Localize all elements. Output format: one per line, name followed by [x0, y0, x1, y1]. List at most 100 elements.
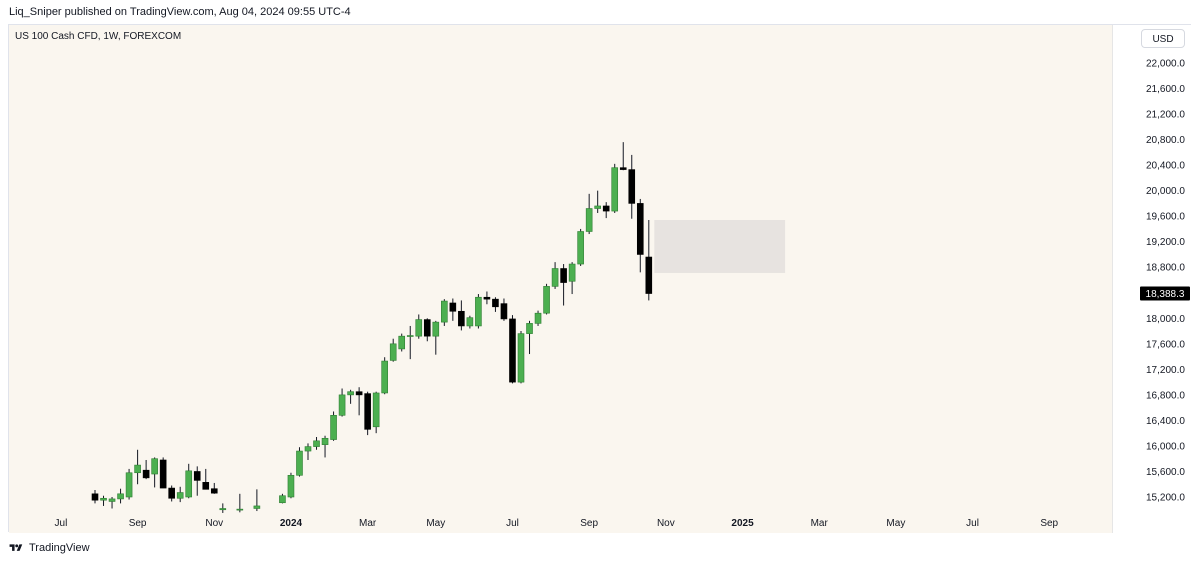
published-by-line: Liq_Sniper published on TradingView.com,… [9, 6, 351, 18]
candlestick-chart: 15,200.0 15,600.0 16,000.0 16,400.0 16,800.0… [55, 59, 1190, 529]
candle-up [347, 391, 354, 396]
candle-up [398, 335, 406, 350]
time-axis-label: Mar [359, 518, 377, 529]
tradingview-brand-label: TradingView [29, 542, 90, 554]
time-axis-label: Jul [55, 518, 68, 529]
time-axis-label: May [886, 518, 905, 529]
candle-up [372, 392, 380, 428]
candle-down [492, 298, 499, 308]
time-axis-label: Jul [966, 518, 979, 529]
time-axis-label: Sep [580, 518, 598, 529]
symbol-title: US 100 Cash CFD, 1W, FOREXCOM [15, 31, 182, 42]
time-axis-label: May [426, 518, 445, 529]
candle-up [432, 321, 440, 337]
price-tick-label: 20,400.0 [1146, 161, 1185, 172]
price-tick-label: 15,600.0 [1146, 467, 1185, 478]
candle-up [475, 296, 482, 327]
price-tick-label: 17,200.0 [1146, 365, 1185, 376]
time-axis-label: Nov [657, 518, 675, 529]
candle-down [159, 459, 167, 489]
candle-up [415, 319, 423, 337]
time-axis-label: Jul [506, 518, 519, 529]
candle-down [423, 319, 431, 337]
candle-up [304, 446, 312, 452]
candle-up [406, 335, 414, 337]
candle-up [313, 440, 320, 447]
price-scale[interactable] [1112, 25, 1192, 533]
candle-up [296, 450, 303, 476]
candle-up [543, 286, 550, 314]
candle-up [330, 415, 337, 440]
price-tick-label: 21,200.0 [1146, 110, 1185, 121]
candle-down [500, 303, 508, 320]
price-tick-label: 16,000.0 [1146, 441, 1185, 452]
candle-up [321, 437, 329, 445]
tradingview-logo-icon [9, 544, 23, 551]
candle-down [142, 469, 150, 479]
time-axis-label: 2024 [280, 518, 303, 529]
candle-up [125, 472, 133, 498]
time-axis-label: Sep [1040, 518, 1058, 529]
price-tick-label: 18,800.0 [1146, 263, 1185, 274]
price-tick-label: 18,000.0 [1146, 314, 1185, 325]
currency-button[interactable]: USD [1141, 29, 1185, 48]
candle-down [636, 203, 644, 255]
candle-up [611, 167, 619, 212]
price-tick-label: 20,000.0 [1146, 186, 1185, 197]
candle-up [585, 208, 593, 232]
candle-up [568, 263, 576, 282]
highlight-zone [654, 220, 786, 273]
candle-down [202, 482, 210, 490]
time-axis-label: Sep [129, 518, 147, 529]
price-tick-label: 21,600.0 [1146, 84, 1185, 95]
price-tick-label: 19,600.0 [1146, 212, 1185, 223]
time-axis-label: Nov [205, 518, 223, 529]
candle-up [389, 343, 397, 361]
candle-up [279, 495, 286, 504]
candle-up [338, 394, 346, 416]
candle-up [236, 508, 244, 511]
candle-down [168, 487, 175, 499]
price-tick-label: 17,600.0 [1146, 339, 1185, 350]
candle-down [449, 302, 457, 312]
candle-down [628, 169, 636, 204]
candle-down [458, 310, 465, 327]
candle-up [534, 312, 542, 324]
candle-up [108, 498, 116, 502]
candle-up [117, 493, 124, 500]
candle-up [466, 317, 474, 327]
candle-down [619, 167, 627, 170]
price-tick-label: 16,400.0 [1146, 416, 1185, 427]
candle-down [645, 256, 653, 294]
candle-up [134, 464, 141, 474]
candle-up [185, 470, 193, 498]
candle-up [381, 360, 388, 394]
candle-down [91, 493, 99, 501]
tradingview-logo[interactable]: TradingView [8, 542, 90, 554]
candle-up [551, 268, 559, 287]
candle-up [577, 231, 584, 265]
candle-down [602, 205, 610, 212]
last-price-label: 18,388.3 [1146, 289, 1185, 300]
candle-down [193, 471, 201, 481]
chart-container[interactable]: 15,200.0 15,600.0 16,000.0 16,400.0 16,800.0… [8, 24, 1192, 533]
last-price-badge [1140, 286, 1190, 301]
time-axis-label: Mar [811, 518, 829, 529]
candle-down [560, 268, 567, 283]
price-tick-label: 22,000.0 [1146, 59, 1185, 70]
time-axis-label: 2025 [731, 518, 754, 529]
candle-down [509, 318, 516, 383]
price-tick-label: 15,200.0 [1146, 493, 1185, 504]
candle-up [594, 205, 601, 209]
candle-up [219, 508, 227, 511]
price-tick-label: 19,200.0 [1146, 237, 1185, 248]
candle-up [441, 300, 448, 323]
candle-down [364, 393, 371, 430]
candle-up [526, 323, 533, 334]
candle-up [151, 458, 158, 475]
candle-up [100, 497, 107, 501]
candle-up [253, 505, 261, 509]
candle-up [176, 492, 184, 499]
candle-down [355, 391, 363, 396]
candle-up [517, 333, 525, 383]
